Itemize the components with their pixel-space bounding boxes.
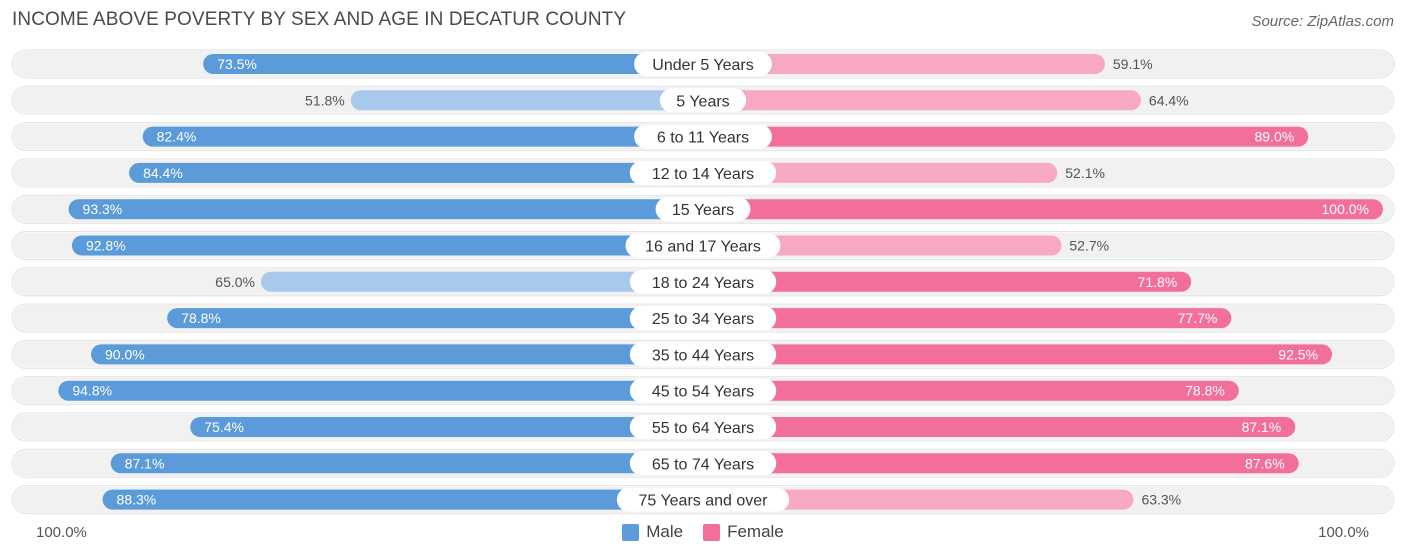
female-value-label: 63.3% — [1141, 492, 1181, 508]
male-value-label: 93.3% — [83, 201, 123, 217]
category-pill — [629, 451, 777, 476]
male-bar — [142, 126, 703, 147]
legend: Male Female — [0, 522, 1406, 542]
category-pill — [629, 306, 777, 331]
female-value-label: 100.0% — [1322, 201, 1369, 217]
category-label: Under 5 Years — [652, 57, 753, 74]
male-bar — [350, 90, 703, 111]
category-pill — [634, 52, 772, 76]
legend-label-male: Male — [646, 522, 684, 541]
female-bar — [703, 453, 1299, 474]
category-label: 45 to 54 Years — [652, 384, 754, 401]
category-label: 65 to 74 Years — [652, 456, 754, 473]
male-value-label: 87.1% — [125, 455, 165, 471]
female-bar — [703, 199, 1383, 220]
female-value-label: 77.7% — [1178, 310, 1218, 326]
axis-right-label: 100.0% — [1318, 524, 1369, 541]
female-value-label: 71.8% — [1138, 274, 1178, 290]
male-bar — [203, 54, 703, 74]
category-label: 35 to 44 Years — [652, 347, 754, 364]
category-label: 12 to 14 Years — [652, 166, 754, 183]
male-bar — [129, 162, 703, 183]
category-label: 75 Years and over — [639, 493, 769, 510]
male-bar — [110, 453, 704, 474]
category-pill — [629, 378, 777, 403]
female-bar — [703, 344, 1332, 365]
female-bar — [703, 417, 1296, 437]
male-bar — [102, 489, 703, 510]
female-bar — [703, 489, 1134, 510]
male-value-label: 82.4% — [157, 129, 197, 145]
chart-plot: 73.5% 59.1% Under 5 Years 51.8% 64.4% 5 Years… — [11, 49, 1395, 515]
female-value-label: 87.6% — [1245, 455, 1285, 471]
female-bar — [703, 54, 1105, 74]
male-value-label: 78.8% — [181, 310, 221, 326]
category-label: 55 to 64 Years — [652, 420, 754, 437]
male-bar — [167, 308, 703, 329]
male-value-label: 84.4% — [143, 165, 183, 181]
category-label: 15 Years — [672, 202, 734, 219]
legend-item-male[interactable]: Male — [622, 522, 683, 542]
male-value-label: 65.0% — [215, 274, 255, 290]
male-value-label: 51.8% — [305, 92, 345, 108]
category-pill — [629, 415, 777, 439]
female-bar — [703, 380, 1239, 401]
male-value-label: 90.0% — [105, 346, 145, 362]
female-bar — [703, 235, 1062, 256]
male-value-label: 75.4% — [204, 419, 244, 435]
female-value-label: 52.7% — [1069, 238, 1109, 254]
legend-label-female: Female — [727, 522, 784, 541]
legend-swatch-female — [703, 523, 721, 541]
female-value-label: 52.1% — [1065, 165, 1105, 181]
category-pill — [629, 269, 777, 294]
category-pill — [616, 487, 790, 512]
category-label: 6 to 11 Years — [657, 130, 749, 147]
category-label: 5 Years — [676, 93, 729, 110]
category-label: 16 and 17 Years — [645, 239, 761, 256]
category-pill — [659, 88, 747, 113]
male-value-label: 94.8% — [72, 383, 112, 399]
female-value-label: 89.0% — [1254, 129, 1294, 145]
axis-left-label: 100.0% — [36, 524, 87, 541]
female-value-label: 59.1% — [1113, 56, 1153, 72]
male-value-label: 73.5% — [217, 56, 257, 72]
category-pill — [629, 160, 777, 185]
legend-item-female[interactable]: Female — [703, 522, 784, 542]
female-value-label: 92.5% — [1278, 346, 1318, 362]
male-bar — [68, 199, 703, 220]
female-bar — [703, 126, 1309, 147]
female-value-label: 87.1% — [1242, 419, 1282, 435]
category-pill — [655, 197, 751, 222]
male-value-label: 92.8% — [86, 238, 126, 254]
category-label: 25 to 34 Years — [652, 311, 754, 328]
category-label: 18 to 24 Years — [652, 275, 754, 292]
legend-swatch-male — [622, 523, 640, 541]
category-pill — [625, 233, 781, 258]
male-bar — [190, 417, 703, 437]
female-bar — [703, 90, 1141, 111]
category-pill — [634, 124, 772, 149]
male-bar — [58, 380, 704, 401]
male-value-label: 88.3% — [117, 492, 157, 508]
male-bar — [261, 271, 703, 292]
chart-title: INCOME ABOVE POVERTY BY SEX AND AGE IN D… — [12, 9, 627, 30]
source-note: Source: ZipAtlas.com — [1251, 13, 1394, 30]
female-value-label: 78.8% — [1185, 383, 1225, 399]
female-value-label: 64.4% — [1149, 92, 1189, 108]
category-pill — [629, 342, 777, 367]
female-bar — [703, 308, 1232, 329]
female-bar — [703, 162, 1058, 183]
male-bar — [71, 235, 703, 256]
female-bar — [703, 271, 1192, 292]
male-bar — [91, 344, 703, 365]
